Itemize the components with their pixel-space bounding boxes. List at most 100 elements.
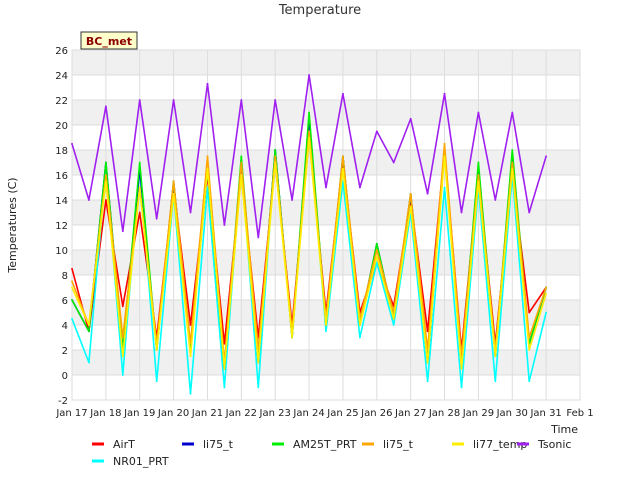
y-tick-label: 8 xyxy=(62,271,68,282)
series-point xyxy=(104,180,107,183)
legend-label: AirT xyxy=(113,438,135,451)
legend-label: li77_temp xyxy=(473,438,527,451)
series-point xyxy=(172,99,175,101)
series-point xyxy=(240,161,243,164)
series-point xyxy=(104,199,107,201)
series-point xyxy=(155,380,158,383)
series-point xyxy=(104,105,107,108)
series-point xyxy=(274,99,277,101)
series-point xyxy=(189,324,192,326)
series-point xyxy=(104,174,107,176)
series-point xyxy=(240,174,243,176)
series-point xyxy=(121,230,124,233)
series-point xyxy=(358,324,361,326)
series-point xyxy=(511,149,514,151)
series-point xyxy=(138,211,141,214)
series-point xyxy=(528,311,531,314)
legend-item: AirT xyxy=(92,438,135,451)
series-point xyxy=(71,286,73,289)
series-point xyxy=(274,149,277,151)
series-point xyxy=(121,336,124,339)
series-point xyxy=(426,361,429,364)
plot-band xyxy=(72,350,580,375)
plot-band xyxy=(72,250,580,275)
y-tick-label: -2 xyxy=(58,396,68,407)
series-point xyxy=(409,192,412,195)
plot-band xyxy=(72,375,580,400)
legend-item: Tsonic xyxy=(517,438,571,451)
series-point xyxy=(358,336,361,339)
legend: AirT li75_t AM25T_PRT li75_t li77_temp Tsonic… xyxy=(92,438,571,468)
plot-band xyxy=(72,275,580,300)
x-tick-label: Jan 27 xyxy=(394,408,426,419)
series-point xyxy=(104,161,107,164)
series-point xyxy=(121,355,124,358)
series-point xyxy=(308,130,310,133)
series-point xyxy=(206,82,209,85)
series-point xyxy=(88,324,90,326)
legend-item: NR01_PRT xyxy=(92,455,169,468)
plot-band xyxy=(72,225,580,250)
series-point xyxy=(545,311,548,314)
legend-item: li75_t xyxy=(182,438,234,451)
series-point xyxy=(223,386,226,389)
y-tick-label: 0 xyxy=(62,371,68,382)
series-point xyxy=(443,92,446,95)
chart-title: Temperature xyxy=(278,3,361,18)
series-point xyxy=(409,205,412,208)
series-point xyxy=(138,99,141,101)
legend-label: li75_t xyxy=(203,438,234,451)
series-point xyxy=(189,211,192,214)
series-point xyxy=(308,136,310,139)
series-point xyxy=(528,349,531,351)
series-point xyxy=(375,242,378,245)
series-point xyxy=(494,199,497,201)
series-point xyxy=(342,155,344,158)
series-point xyxy=(528,380,531,383)
station-badge-box xyxy=(80,31,138,50)
series-point xyxy=(291,199,294,201)
series-point xyxy=(545,292,548,295)
series-point xyxy=(392,317,395,320)
series-point xyxy=(358,186,361,189)
y-tick-label: 20 xyxy=(55,121,68,132)
series-point xyxy=(257,361,260,364)
series-point xyxy=(392,324,395,326)
legend-label: NR01_PRT xyxy=(113,455,169,468)
series-point xyxy=(308,111,310,114)
series-point xyxy=(443,155,446,158)
series-point xyxy=(477,161,480,164)
series-point xyxy=(223,367,226,370)
series-point xyxy=(494,380,497,383)
x-tick-label: Jan 24 xyxy=(292,408,324,419)
series-point xyxy=(477,111,480,114)
plot-band xyxy=(72,50,580,75)
x-tick-label: Jan 22 xyxy=(225,408,257,419)
series-point xyxy=(528,211,531,214)
series-point xyxy=(325,324,327,326)
y-tick-label: 12 xyxy=(55,221,68,232)
series-tsonic-6 xyxy=(71,74,548,239)
series-point xyxy=(206,186,209,189)
series-point xyxy=(460,386,463,389)
plot-band xyxy=(72,150,580,175)
legend-label: li75_t xyxy=(383,438,414,451)
series-point xyxy=(426,192,429,195)
series-point xyxy=(172,192,175,195)
x-tick-label: Jan 26 xyxy=(360,408,392,419)
series-point xyxy=(342,180,344,183)
y-tick-label: 18 xyxy=(55,146,68,157)
series-point xyxy=(545,155,548,158)
series-point xyxy=(325,186,327,189)
series-point xyxy=(325,330,327,333)
series-point xyxy=(443,186,446,189)
series-lines xyxy=(71,74,548,395)
legend-item: li77_temp xyxy=(452,438,527,451)
series-point xyxy=(426,380,429,383)
y-tick-label: 10 xyxy=(55,246,68,257)
x-tick-label: Jan 18 xyxy=(89,408,121,419)
series-point xyxy=(189,355,192,358)
x-axis-label: Time xyxy=(550,423,578,436)
series-li77-temp-5 xyxy=(71,136,548,370)
